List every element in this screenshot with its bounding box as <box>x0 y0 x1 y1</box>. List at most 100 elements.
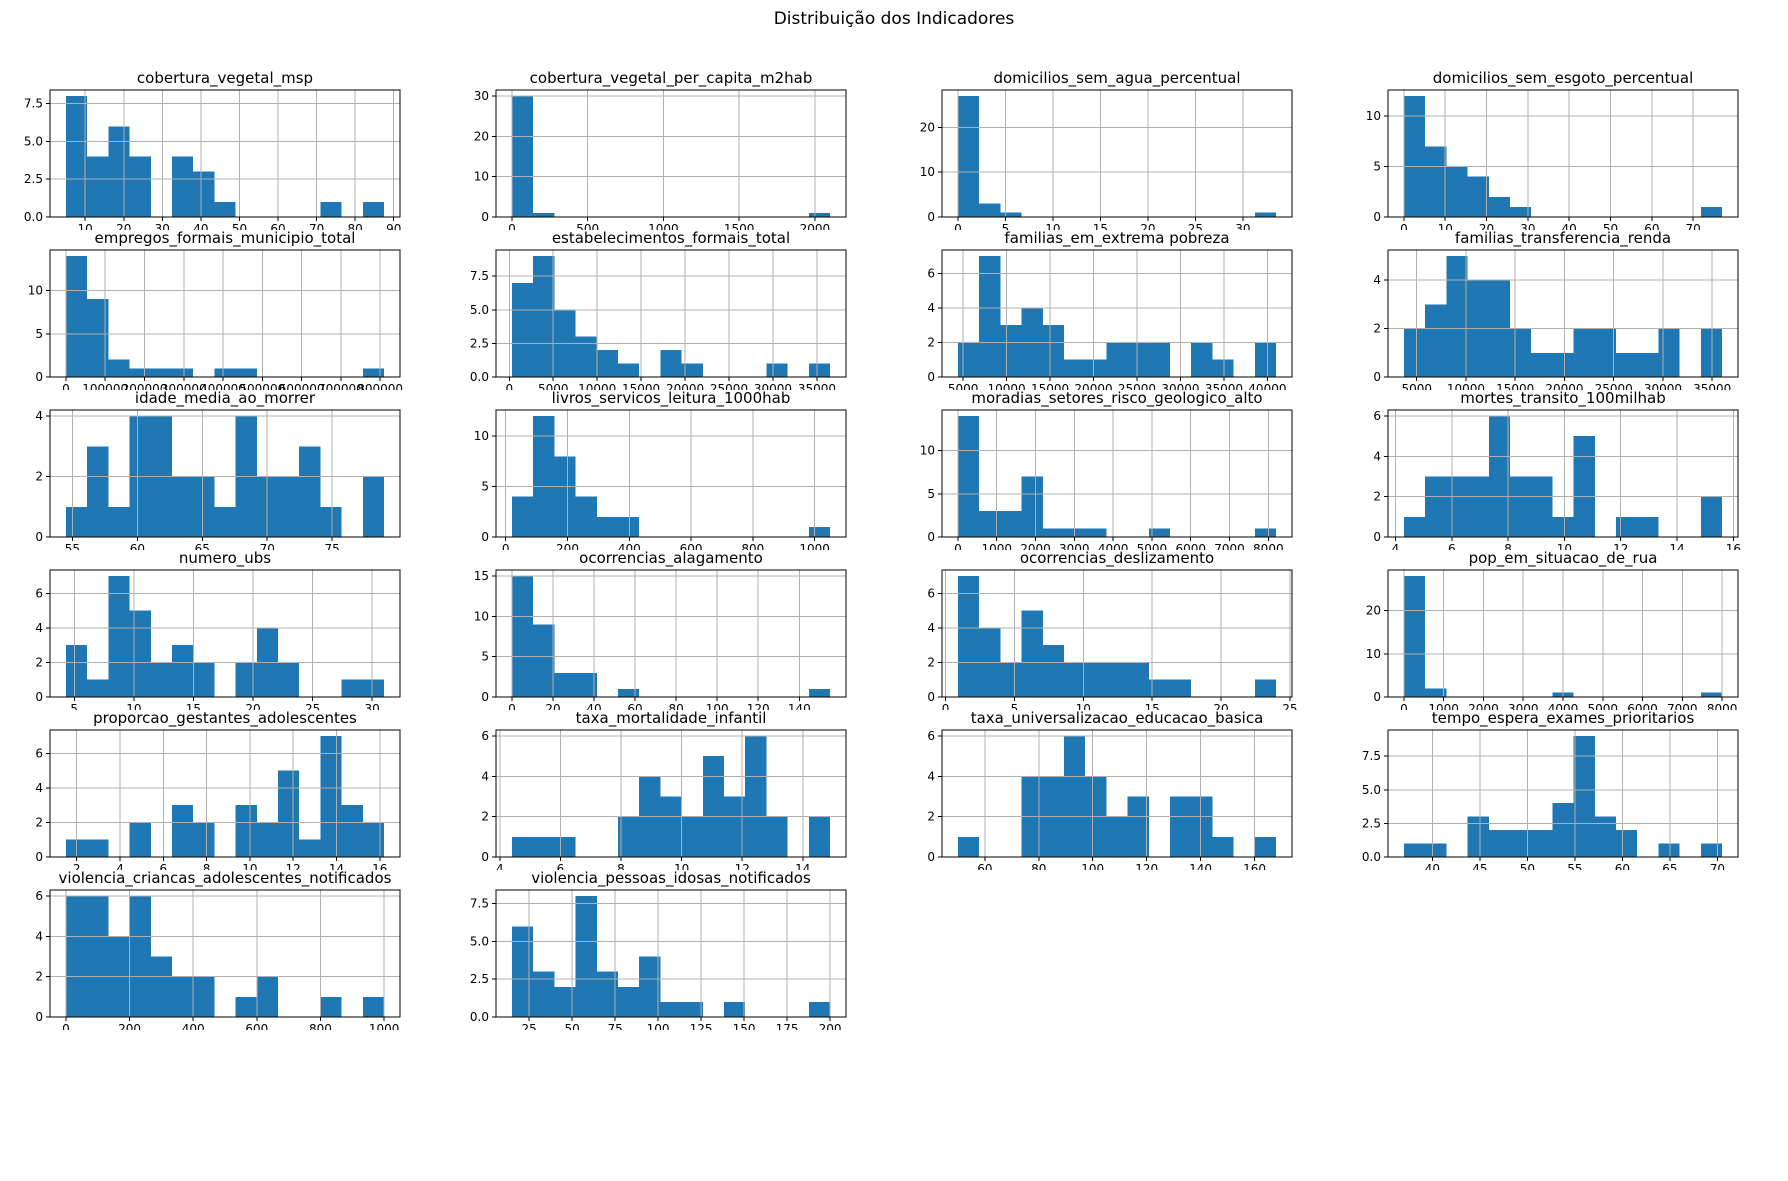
histogram-cell: violencia_criancas_adolescentes_notifica… <box>8 870 454 1030</box>
y-tick-label: 20 <box>1366 604 1381 618</box>
histogram-bar <box>87 156 109 217</box>
histogram-bar <box>1085 359 1107 377</box>
histogram-bar <box>617 986 640 1017</box>
x-tick-label: 120 <box>747 702 770 710</box>
y-tick-label: 10 <box>474 170 489 184</box>
x-tick-label: 75 <box>607 1022 622 1030</box>
histogram-bar <box>957 342 980 377</box>
histogram-bar <box>1467 816 1489 857</box>
chart-title: familias_em_extrema pobreza <box>1004 230 1229 248</box>
histogram-bar <box>1509 328 1532 377</box>
y-tick-label: 10 <box>920 444 935 458</box>
chart-title: mortes_transito_100milhab <box>1460 390 1665 408</box>
x-tick-label: 7000 <box>1667 702 1698 710</box>
x-tick-label: 10 <box>1438 222 1453 230</box>
histogram-bar <box>1148 679 1171 697</box>
histogram-bar <box>1127 796 1149 857</box>
y-tick-label: 6 <box>35 746 43 760</box>
x-tick-label: 25 <box>305 702 320 710</box>
histogram-bar <box>957 96 980 217</box>
y-tick-label: 0 <box>35 530 43 544</box>
histogram-bar <box>575 672 597 697</box>
histogram-bar <box>554 456 576 537</box>
x-tick-label: 25000 <box>710 382 748 390</box>
histogram-bar <box>320 736 342 857</box>
chart-title: livros_servicos_leitura_1000hab <box>552 390 791 408</box>
histogram-bar <box>511 96 534 217</box>
histogram-bar <box>575 896 597 1017</box>
histogram-bar <box>1552 516 1574 537</box>
histogram-bar <box>1700 206 1723 217</box>
x-tick-label: 15 <box>1144 702 1159 710</box>
x-tick-label: 60 <box>130 542 145 550</box>
histogram-bar <box>362 679 385 697</box>
x-tick-label: 3000 <box>1059 542 1090 550</box>
histogram-bar <box>362 201 385 217</box>
x-tick-label: 10000 <box>1447 382 1485 390</box>
y-tick-label: 7.5 <box>470 897 489 911</box>
histogram-bar <box>1446 256 1468 377</box>
y-tick-label: 0.0 <box>24 210 43 224</box>
histogram-bar <box>766 363 788 377</box>
histogram-ocorrencias-deslizamento: ocorrencias_deslizamento 0 5 10 15 20 25 0 2 4 6 <box>927 550 1297 710</box>
histogram-cell: moradias_setores_risco_geologico_alto 0 10… <box>900 390 1346 550</box>
x-tick-label: 0 <box>1400 222 1408 230</box>
histogram-bar <box>1254 528 1277 537</box>
x-tick-label: 25 <box>1188 222 1203 230</box>
x-tick-label: 65 <box>1662 862 1677 870</box>
x-tick-label: 600000 <box>279 382 325 390</box>
x-tick-label: 10000 <box>987 382 1025 390</box>
x-tick-label: 10 <box>674 862 689 870</box>
histogram-bar <box>1000 325 1022 377</box>
histogram-cell: taxa_mortalidade_infantil 4 6 8 10 12 14 0 2 4 6 <box>454 710 900 870</box>
histogram-bar <box>1425 146 1447 217</box>
x-tick-label: 150 <box>733 1022 756 1030</box>
x-tick-label: 55 <box>1567 862 1582 870</box>
histogram-bar <box>1403 96 1426 217</box>
x-tick-label: 25 <box>1282 702 1297 710</box>
x-tick-label: 140 <box>1189 862 1212 870</box>
x-tick-label: 14 <box>329 862 344 870</box>
x-tick-label: 5000 <box>1137 542 1168 550</box>
x-tick-label: 15000 <box>1496 382 1534 390</box>
histogram-bar <box>617 363 640 377</box>
y-tick-label: 5 <box>927 487 935 501</box>
x-tick-label: 5000 <box>1587 702 1618 710</box>
y-tick-label: 0 <box>927 210 935 224</box>
chart-title: estabelecimentos_formais_total <box>552 230 790 248</box>
histogram-bar <box>1509 830 1532 857</box>
histogram-violencia-pessoas-idosas-notificados: violencia_pessoas_idosas_notificados 25 50… <box>470 870 847 1030</box>
histogram-mortes-transito-100milhab: mortes_transito_100milhab 4 6 8 10 12 14 16 0 2 4 6 <box>1373 390 1741 550</box>
histogram-bar <box>660 796 682 857</box>
x-tick-label: 50 <box>232 222 247 230</box>
x-tick-label: 35000 <box>798 382 836 390</box>
y-tick-label: 10 <box>920 165 935 179</box>
histogram-bar <box>1446 476 1468 537</box>
y-tick-label: 4 <box>35 929 43 943</box>
x-tick-label: 0 <box>62 1022 70 1030</box>
y-tick-label: 2 <box>927 335 935 349</box>
y-tick-label: 0 <box>481 850 489 864</box>
y-tick-label: 4 <box>927 621 935 635</box>
histogram-idade-media-ao-morrer: idade_media_ao_morrer 55 60 65 70 75 0 2 4 <box>35 390 401 550</box>
x-tick-label: 600 <box>680 542 703 550</box>
x-tick-label: 1000 <box>799 542 830 550</box>
histogram-bar <box>362 822 385 857</box>
x-tick-label: 16 <box>372 862 387 870</box>
y-tick-label: 6 <box>35 889 43 903</box>
histogram-bar <box>87 839 109 857</box>
y-tick-label: 7.5 <box>24 97 43 111</box>
histogram-bar <box>617 816 640 857</box>
x-tick-label: 100 <box>1081 862 1104 870</box>
histogram-bar <box>1042 325 1064 377</box>
x-tick-label: 60 <box>270 222 285 230</box>
histogram-cell: mortes_transito_100milhab 4 6 8 10 12 14 16 0 2 4 6 <box>1346 390 1788 550</box>
histogram-bar <box>1063 359 1086 377</box>
chart-title: idade_media_ao_morrer <box>135 390 316 408</box>
histogram-bar <box>979 256 1001 377</box>
histogram-moradias-setores-risco-geologico-alto: moradias_setores_risco_geologico_alto 0 10… <box>920 390 1293 550</box>
histogram-bar <box>1085 528 1107 537</box>
histogram-bar <box>511 836 534 857</box>
